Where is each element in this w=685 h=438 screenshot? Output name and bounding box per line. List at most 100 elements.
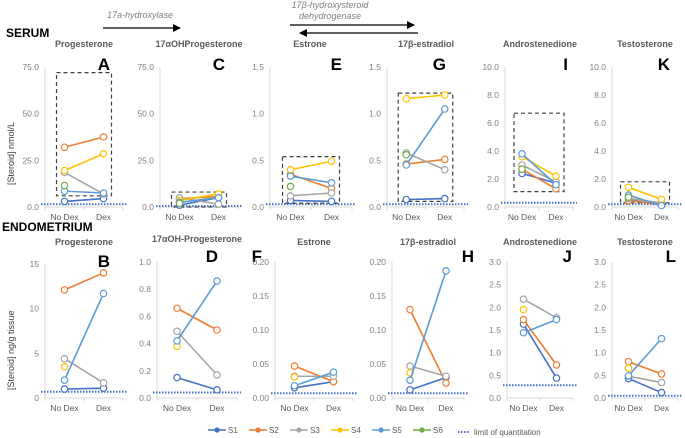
series-line-S2 — [628, 360, 662, 375]
x-category-label: No Dex — [276, 212, 305, 222]
y-tick-label: 25.0 — [22, 155, 39, 165]
series-line-S3 — [176, 330, 218, 376]
y-tick-label: 6.0 — [487, 118, 499, 128]
series-line-S1 — [522, 323, 558, 379]
x-category-label: No Dex — [165, 212, 194, 222]
panel-title: Testosterone — [617, 237, 673, 247]
data-point-S4 — [552, 172, 560, 181]
legend-item-S5: S5 — [372, 426, 402, 435]
x-category-label: Dex — [437, 212, 453, 222]
x-category-label: No Dex — [509, 403, 538, 413]
panel-letter: A — [98, 55, 110, 74]
highlight-box — [281, 156, 341, 204]
data-point-S3 — [406, 362, 414, 370]
y-tick-label: 0.0 — [27, 202, 39, 212]
y-tick-label: 1.0 — [489, 348, 501, 358]
data-point-S1 — [406, 386, 414, 394]
y-tick-label: 2.0 — [489, 302, 501, 312]
legend-label: S3 — [310, 426, 320, 435]
data-point-S2 — [213, 326, 221, 334]
data-point-S3 — [657, 378, 666, 387]
data-point-S2 — [442, 379, 450, 387]
panel-title: Androstenedione — [503, 39, 577, 49]
highlight-box — [513, 112, 565, 193]
series-line-S5 — [64, 190, 104, 194]
y-tick-label: 10.0 — [589, 62, 606, 72]
y-tick-label: 75.0 — [22, 62, 39, 72]
y-tick-label: 5 — [34, 348, 39, 358]
y-tick-label: 1.5 — [489, 325, 501, 335]
data-point-S3 — [214, 200, 223, 209]
x-category-label: No Dex — [163, 403, 192, 413]
panel-K: Testosterone K 0.0 2.0 4.0 6.0 8.0 10.0 No Dex De… — [589, 39, 682, 222]
data-point-S4 — [60, 362, 69, 371]
data-point-S4 — [402, 94, 411, 103]
y-tick-label: 1.0 — [594, 348, 606, 358]
hsd-label-line1: 17β-hydroxysteroid — [292, 0, 370, 10]
data-point-S4 — [624, 183, 633, 192]
data-point-S3 — [440, 165, 449, 174]
panel-title: Testosterone — [617, 39, 673, 49]
data-point-S5 — [518, 150, 526, 158]
data-point-S5 — [402, 161, 411, 169]
data-point-S4 — [624, 364, 633, 372]
endometrium-section-label: ENDOMETRIUM — [2, 220, 93, 234]
legend-loq-label: limit of quantitation — [474, 428, 541, 437]
series-line-S2 — [294, 365, 334, 383]
data-point-S2 — [657, 370, 666, 378]
panel-B: Progesterone B 0 5 10 15 No Dex Dex — [30, 237, 127, 413]
x-category-label: No Dex — [50, 403, 79, 413]
data-point-S3 — [327, 189, 336, 197]
panel-letter: C — [213, 55, 225, 74]
panel-letter: L — [666, 247, 676, 266]
panel-letter: K — [658, 55, 671, 74]
data-point-S3 — [99, 379, 108, 387]
panel-H: 17β-estradiol H 0.00 0.05 0.10 0.15 0.20 No Dex… — [369, 237, 474, 413]
y-tick-label: 50.0 — [22, 109, 39, 119]
y-tick-label: 0.0 — [594, 393, 606, 403]
series-line-S3 — [523, 298, 557, 319]
series-line-S3 — [64, 358, 104, 384]
data-point-S5 — [440, 105, 449, 113]
series-line-S5 — [176, 280, 218, 342]
y-tick-label: 3.0 — [594, 257, 606, 267]
serum-y-axis-label: [Steroid] nmol/L — [6, 122, 16, 185]
series-line-S1 — [290, 199, 332, 203]
panel-letter: H — [462, 247, 474, 266]
data-point-S3 — [60, 354, 69, 363]
series-line-S1 — [409, 376, 447, 391]
y-tick-label: 1.5 — [369, 62, 381, 72]
data-point-S2 — [60, 286, 69, 294]
highlight-box — [55, 71, 113, 197]
data-point-S1 — [327, 197, 336, 206]
data-point-S6 — [60, 181, 69, 190]
y-tick-label: 10 — [30, 304, 40, 314]
series-line-S1 — [64, 197, 104, 203]
x-category-label: No Dex — [614, 403, 643, 413]
series-line-S2 — [521, 168, 557, 190]
y-tick-label: 0.5 — [489, 370, 501, 380]
y-tick-label: 1.0 — [369, 109, 381, 119]
y-tick-label: 1.5 — [252, 62, 264, 72]
y-tick-label: 0.4 — [139, 339, 151, 349]
y-tick-label: 0.0 — [139, 393, 151, 403]
y-tick-label: 4.0 — [594, 146, 606, 156]
hsd-label-line2: dehydrogenase — [299, 11, 361, 21]
data-point-S2 — [99, 269, 108, 277]
data-point-S5 — [173, 337, 181, 345]
series-line-S2 — [64, 136, 104, 149]
panel-I: Androstenedione I 0.0 2.0 4.0 6.0 8.0 10.0 No De… — [482, 39, 577, 222]
series-line-S3 — [64, 171, 104, 195]
data-point-S6 — [402, 150, 411, 159]
panel-G: 17β-estradiol G 0.0 0.5 1.0 1.5 No Dex Dex — [369, 39, 468, 222]
y-tick-label: 2.5 — [489, 280, 501, 290]
data-point-S4 — [440, 91, 449, 99]
hydroxylase-label: 17a-hydroxylase — [107, 10, 173, 20]
series-line-S4 — [179, 193, 219, 202]
data-point-S5 — [329, 368, 338, 376]
panel-title: Progesterone — [55, 237, 113, 247]
panel-title: Androstenedione — [503, 237, 577, 247]
data-point-S5 — [406, 376, 414, 385]
